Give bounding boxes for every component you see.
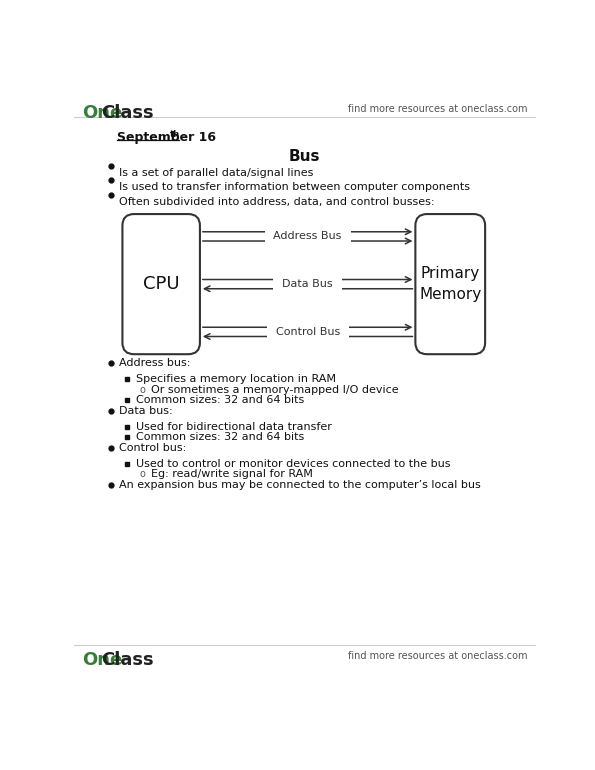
Text: Data bus:: Data bus:	[120, 407, 173, 416]
Text: Bus: Bus	[289, 149, 320, 164]
Text: Class: Class	[101, 104, 154, 122]
Text: September 16: September 16	[117, 131, 216, 144]
Text: Common sizes: 32 and 64 bits: Common sizes: 32 and 64 bits	[136, 396, 304, 405]
Text: Used for bidirectional data transfer: Used for bidirectional data transfer	[136, 422, 331, 431]
Text: Address bus:: Address bus:	[120, 359, 191, 368]
Text: Primary
Memory: Primary Memory	[419, 266, 481, 302]
Text: o: o	[140, 385, 146, 394]
Text: Control bus:: Control bus:	[120, 444, 187, 453]
Text: Address Bus: Address Bus	[274, 232, 342, 241]
Text: One: One	[82, 104, 123, 122]
Text: Is used to transfer information between computer components: Is used to transfer information between …	[120, 182, 470, 192]
Text: Is a set of parallel data/signal lines: Is a set of parallel data/signal lines	[120, 168, 314, 178]
Text: Control Bus: Control Bus	[275, 327, 340, 336]
Text: Often subdivided into address, data, and control busses:: Often subdivided into address, data, and…	[120, 197, 435, 207]
Text: Used to control or monitor devices connected to the bus: Used to control or monitor devices conne…	[136, 459, 450, 468]
Text: th: th	[170, 130, 180, 139]
Text: An expansion bus may be connected to the computer’s local bus: An expansion bus may be connected to the…	[120, 480, 481, 490]
Text: Specifies a memory location in RAM: Specifies a memory location in RAM	[136, 374, 336, 383]
FancyBboxPatch shape	[123, 214, 200, 354]
Text: Class: Class	[101, 651, 154, 669]
Text: Data Bus: Data Bus	[283, 280, 333, 289]
Text: One: One	[82, 651, 123, 669]
Text: find more resources at oneclass.com: find more resources at oneclass.com	[348, 651, 528, 661]
Text: Common sizes: 32 and 64 bits: Common sizes: 32 and 64 bits	[136, 433, 304, 442]
Text: Eg: read/write signal for RAM: Eg: read/write signal for RAM	[151, 470, 313, 479]
Text: Or sometimes a memory-mapped I/O device: Or sometimes a memory-mapped I/O device	[151, 385, 399, 394]
FancyBboxPatch shape	[415, 214, 485, 354]
Text: CPU: CPU	[143, 275, 180, 293]
Text: find more resources at oneclass.com: find more resources at oneclass.com	[348, 104, 528, 114]
Text: o: o	[140, 470, 146, 479]
